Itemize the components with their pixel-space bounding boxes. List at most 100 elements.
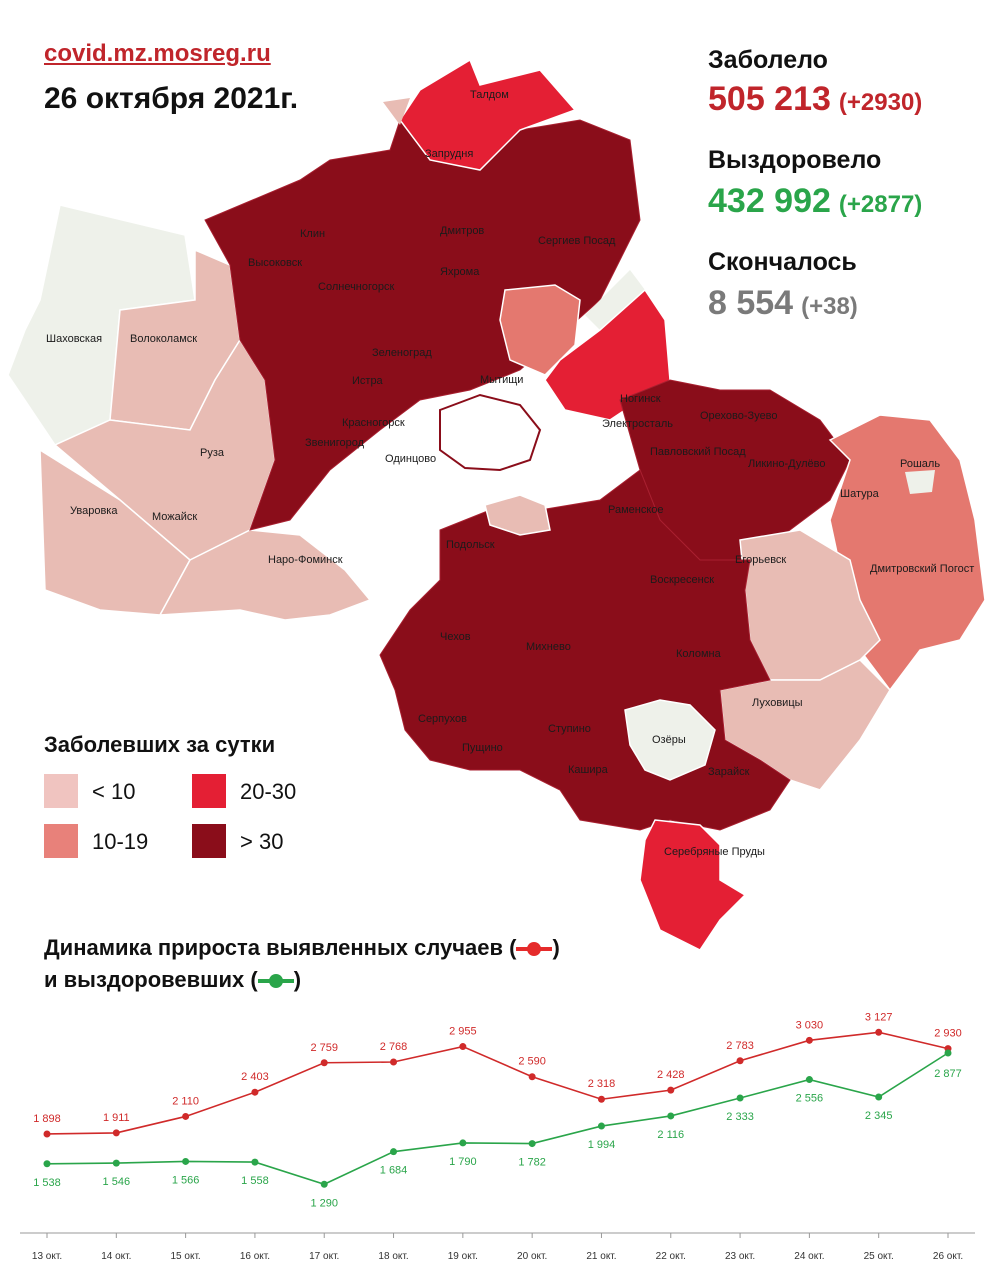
cases-data-label: 2 759	[310, 1042, 338, 1054]
cases-data-label: 1 911	[103, 1112, 130, 1124]
source-link[interactable]: covid.mz.mosreg.ru	[44, 40, 271, 67]
map-region-north-dark	[204, 118, 641, 531]
cases-point	[182, 1112, 190, 1120]
x-tick-label: 14 окт.	[101, 1251, 131, 1262]
recovered-point	[875, 1093, 883, 1101]
x-tick-label: 20 окт.	[517, 1251, 547, 1262]
cases-data-label: 2 783	[726, 1040, 754, 1052]
x-tick-label: 18 окт.	[378, 1251, 408, 1262]
cases-point	[43, 1130, 51, 1138]
dynamics-title-line2: и выздоровевших ()	[44, 967, 302, 992]
recovered-point	[390, 1148, 398, 1156]
map-label: Сергиев Посад	[538, 235, 616, 247]
map-region-serebryanye-prudy	[639, 819, 747, 951]
cases-label: Заболело	[708, 46, 828, 74]
map-label: Ступино	[548, 723, 591, 735]
dynamics-chart: 13 окт. 14 окт. 15 окт. 16 окт. 17 окт. 18 ок…	[20, 1011, 975, 1262]
map-label: Серпухов	[418, 713, 467, 725]
map-label: Михнево	[526, 641, 571, 653]
recovered-data-label: 2 116	[657, 1129, 684, 1141]
map-label: Шатура	[840, 488, 880, 500]
deaths-value: 8 554	[708, 284, 794, 322]
map-label: Егорьевск	[735, 554, 786, 566]
cases-point	[736, 1057, 744, 1065]
x-tick-label: 24 окт.	[794, 1251, 824, 1262]
map-label: Ликино-Дулёво	[748, 458, 826, 470]
recovered-point	[597, 1122, 605, 1130]
x-tick-label: 21 окт.	[586, 1251, 616, 1262]
cases-data-label: 2 930	[934, 1028, 962, 1040]
map-label: Высоковск	[248, 257, 302, 269]
recovered-point	[182, 1157, 190, 1165]
recovered-data-label: 2 345	[865, 1110, 893, 1122]
recovered-delta: (+2877)	[838, 191, 923, 218]
dynamics-title: Динамика прироста выявленных случаев () …	[44, 932, 560, 996]
legend-title: Заболевших за сутки	[44, 732, 276, 757]
map-label: Можайск	[152, 511, 197, 523]
x-tick-label: 13 окт.	[32, 1251, 62, 1262]
cases-point	[667, 1086, 675, 1094]
x-tick-label: 17 окт.	[309, 1251, 339, 1262]
recovered-point	[528, 1140, 536, 1148]
map-label: Электросталь	[602, 418, 673, 430]
map-label: Звенигород	[305, 437, 365, 449]
recovered-data-label: 1 290	[310, 1197, 338, 1209]
map-region-naro-fominsk	[158, 529, 372, 621]
map-label: Дмитровский Погост	[870, 563, 974, 575]
map-region-ozyory	[624, 699, 716, 781]
cases-point	[390, 1058, 398, 1066]
map-label: Серебряные Пруды	[664, 846, 765, 858]
recovered-data-label: 1 566	[172, 1174, 200, 1186]
map-label: Подольск	[446, 539, 495, 551]
map-label: Ногинск	[620, 393, 661, 405]
map-label: Одинцово	[385, 453, 436, 465]
cases-point	[805, 1036, 813, 1044]
cases-data-label: 2 318	[588, 1078, 616, 1090]
map-label: Запрудня	[425, 148, 473, 160]
legend-label-lt10: < 10	[92, 779, 136, 804]
map-label: Рошаль	[900, 458, 940, 470]
map-label: Шаховская	[46, 333, 102, 345]
cases-data-label: 2 428	[657, 1069, 685, 1081]
map-label: Истра	[352, 375, 384, 387]
moscow-city	[439, 393, 542, 472]
recovered-point	[667, 1112, 675, 1120]
map-label: Зеленоград	[372, 347, 432, 359]
recovered-data-label: 1 994	[588, 1139, 616, 1151]
recovered-point	[459, 1139, 467, 1147]
recovered-point	[43, 1160, 51, 1168]
deaths-label: Скончалось	[708, 248, 857, 276]
cases-point	[112, 1129, 120, 1137]
deaths-value-row: 8 554 (+38)	[708, 284, 858, 323]
cases-data-label: 2 110	[172, 1095, 199, 1107]
map-label: Солнечногорск	[318, 281, 394, 293]
recovered-data-label: 2 877	[934, 1068, 962, 1080]
map-region-north-light	[383, 98, 410, 125]
recovered-data-label: 1 790	[449, 1156, 477, 1168]
map-label: Орехово-Зуево	[700, 410, 778, 422]
x-tick-label: 26 окт.	[933, 1251, 963, 1262]
recovered-data-label: 1 546	[103, 1176, 131, 1188]
legend-label-20-30: 20-30	[240, 779, 297, 804]
map-label: Красногорск	[342, 417, 405, 429]
map-region-roshal-white	[905, 470, 935, 494]
dynamics-title-line1: Динамика прироста выявленных случаев ()	[44, 935, 560, 960]
map-label: Кашира	[568, 764, 609, 776]
recovered-value: 432 992	[708, 182, 831, 220]
recovered-point	[112, 1159, 120, 1167]
legend-swatch-lt10	[44, 774, 78, 808]
map-label: Талдом	[470, 89, 509, 101]
legend-label-10-19: 10-19	[92, 829, 149, 854]
legend-swatch-20-30	[192, 774, 226, 808]
cases-point	[459, 1043, 467, 1051]
legend-swatch-10-19	[44, 824, 78, 858]
recovered-line-marker	[257, 974, 294, 989]
x-tick-label: 23 окт.	[725, 1251, 755, 1262]
x-tick-label: 22 окт.	[656, 1251, 686, 1262]
map-region-taldom	[399, 58, 577, 171]
recovered-point	[944, 1049, 952, 1057]
map-label: Пущино	[462, 742, 503, 754]
map-label: Уваровка	[70, 505, 118, 517]
cases-delta: (+2930)	[838, 89, 923, 116]
recovered-data-label: 1 782	[518, 1157, 546, 1169]
